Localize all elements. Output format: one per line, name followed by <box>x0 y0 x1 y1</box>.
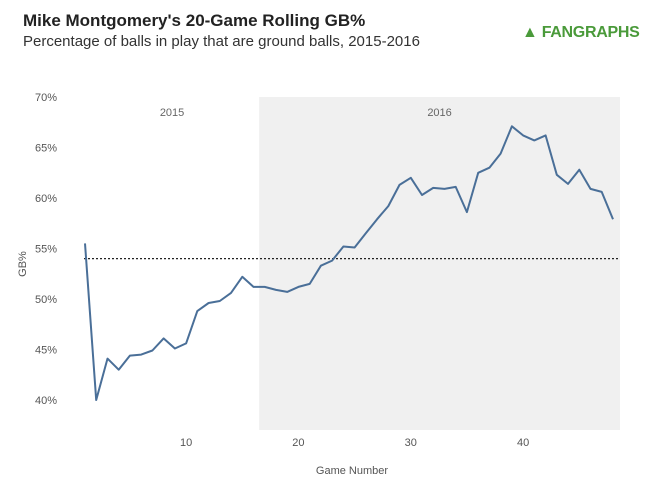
x-tick-label: 10 <box>180 437 192 449</box>
region-shade-2016 <box>259 97 620 430</box>
region-label-2016: 2016 <box>427 107 451 119</box>
x-tick-label: 40 <box>517 437 529 449</box>
logo-icon: ▲ <box>522 24 538 41</box>
y-axis-title: GB% <box>17 251 29 277</box>
y-tick-label: 65% <box>35 143 57 155</box>
region-label-2015: 2015 <box>160 107 184 119</box>
y-tick-label: 60% <box>35 193 57 205</box>
fangraphs-logo: ▲ FANGRAPHS <box>522 24 640 41</box>
chart-title: Mike Montgomery's 20-Game Rolling GB% <box>23 11 366 30</box>
y-tick-label: 70% <box>35 92 57 104</box>
chart-subtitle: Percentage of balls in play that are gro… <box>23 33 420 50</box>
x-tick-label: 30 <box>405 437 417 449</box>
gb-rate-line <box>84 125 614 401</box>
x-tick-label: 20 <box>292 437 304 449</box>
y-tick-label: 50% <box>35 294 57 306</box>
x-axis-title: Game Number <box>316 465 388 477</box>
y-tick-label: 55% <box>35 244 57 256</box>
y-tick-label: 45% <box>35 345 57 357</box>
y-tick-label: 40% <box>35 395 57 407</box>
